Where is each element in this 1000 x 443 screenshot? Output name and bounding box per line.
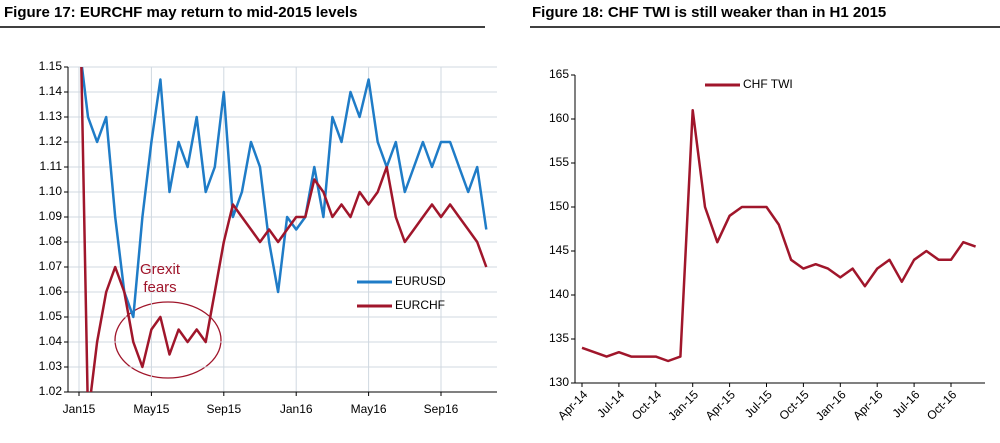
y-tick-label: 165 <box>549 67 569 81</box>
y-tick-label: 1.07 <box>39 259 63 273</box>
y-tick-label: 1.12 <box>39 134 63 148</box>
y-tick-label: 135 <box>549 331 569 345</box>
y-tick-label: 1.03 <box>39 359 63 373</box>
y-tick-label: 1.15 <box>39 59 63 73</box>
x-tick-label: Jan-15 <box>665 387 701 423</box>
x-tick-label: May16 <box>351 402 387 416</box>
x-tick-label: Sep15 <box>206 402 241 416</box>
y-tick-label: 160 <box>549 111 569 125</box>
x-tick-label: Oct-15 <box>776 387 812 423</box>
x-tick-label: Jul-14 <box>594 387 627 420</box>
y-tick-label: 140 <box>549 287 569 301</box>
series-line <box>581 108 977 363</box>
chart-title: Figure 18: CHF TWI is still weaker than … <box>532 4 886 21</box>
x-tick-label: Jan-16 <box>813 387 849 423</box>
legend-label: CHF TWI <box>743 77 793 91</box>
legend-label: EURCHF <box>395 298 445 312</box>
annotation: fears <box>143 279 176 296</box>
x-tick-label: Apr-15 <box>703 387 739 423</box>
y-tick-label: 145 <box>549 243 569 257</box>
y-tick-label: 155 <box>549 155 569 169</box>
x-tick-label: Sep16 <box>424 402 459 416</box>
series-line <box>80 67 488 319</box>
y-tick-label: 1.10 <box>39 184 63 198</box>
x-tick-label: Jan16 <box>280 402 313 416</box>
y-tick-label: 130 <box>549 375 569 389</box>
y-tick-label: 150 <box>549 199 569 213</box>
y-tick-label: 1.14 <box>39 84 63 98</box>
chart-title: Figure 17: EURCHF may return to mid-2015… <box>4 4 357 21</box>
x-tick-label: Apr-14 <box>555 387 591 423</box>
annotation: Grexit <box>140 261 181 278</box>
legend-label: EURUSD <box>395 274 446 288</box>
x-tick-label: Jan15 <box>63 402 96 416</box>
y-tick-label: 1.09 <box>39 209 63 223</box>
x-tick-label: May15 <box>133 402 169 416</box>
x-tick-label: Oct-14 <box>629 387 665 423</box>
y-tick-label: 1.08 <box>39 234 63 248</box>
y-tick-label: 1.06 <box>39 284 63 298</box>
series-line <box>80 67 488 392</box>
x-tick-label: Oct-16 <box>924 387 960 423</box>
x-tick-label: Jul-16 <box>889 387 922 420</box>
y-tick-label: 1.02 <box>39 384 63 398</box>
y-tick-label: 1.11 <box>40 159 63 173</box>
x-tick-label: Jul-15 <box>742 387 775 420</box>
x-tick-label: Apr-16 <box>850 387 886 423</box>
annotation-ellipse <box>114 301 222 379</box>
y-tick-label: 1.04 <box>39 334 63 348</box>
y-tick-label: 1.13 <box>39 109 63 123</box>
y-tick-label: 1.05 <box>39 309 63 323</box>
